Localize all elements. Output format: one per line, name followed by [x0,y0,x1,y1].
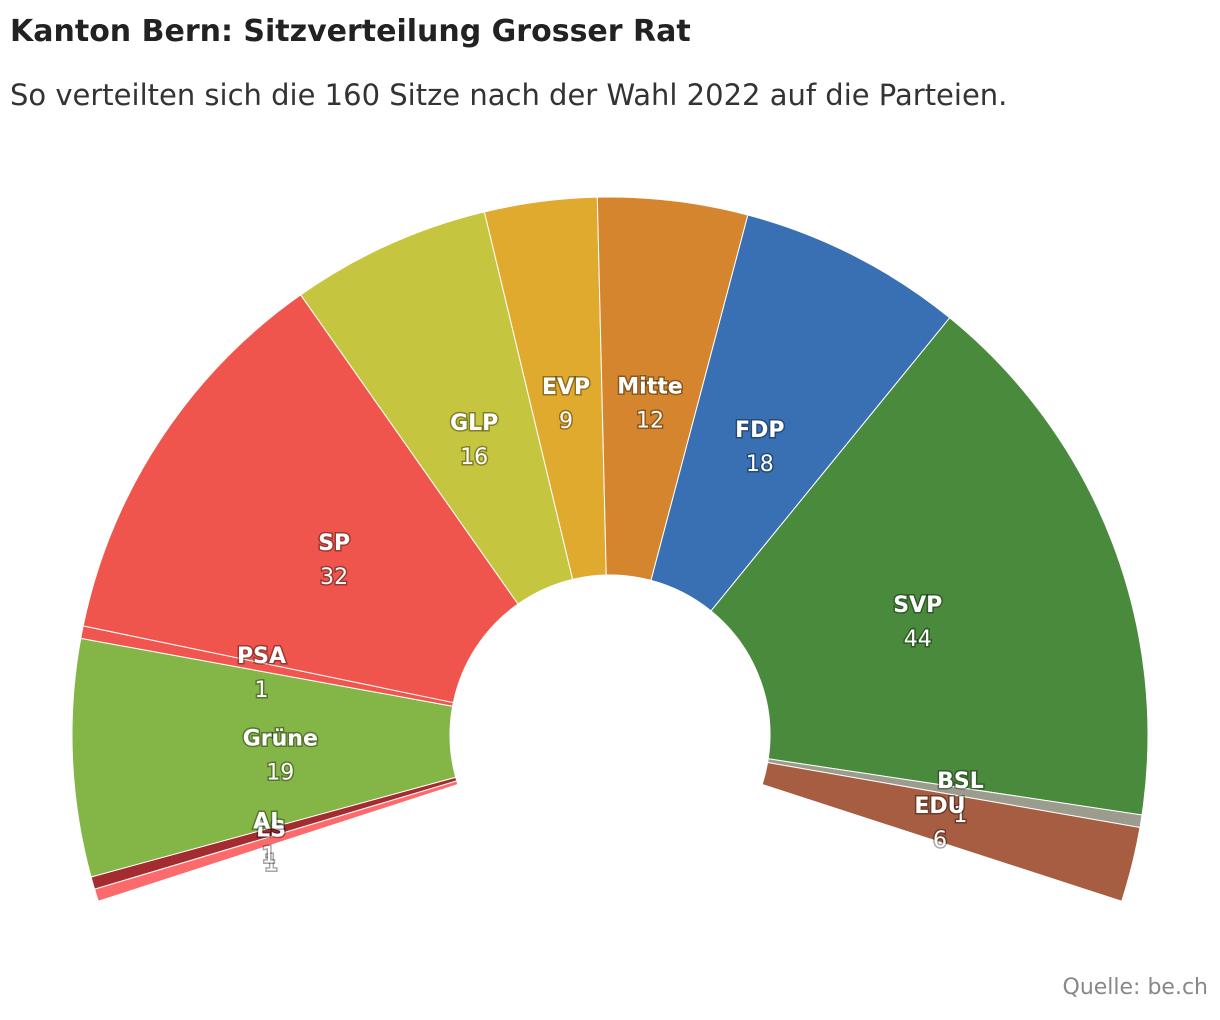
slice-label-al: AL [253,810,284,835]
slice-sp [82,294,519,704]
slice-label-gruene: Grüne [243,726,318,751]
slice-value-psa: 1 [255,678,269,703]
slice-value-ls: 1 [264,852,278,877]
slice-fdp [650,214,951,612]
chart-subtitle: So verteilten sich die 160 Sitze nach de… [10,78,1008,112]
slice-label-ls: LS [256,818,286,843]
slice-value-mitte: 12 [636,408,664,433]
slice-value-glp: 16 [460,445,488,470]
slice-label-sp: SP [318,531,350,556]
slice-gruene [71,637,457,878]
slice-label-edu: EDU [914,794,965,819]
slice-label-svp: SVP [893,593,942,618]
slice-label-fdp: FDP [735,418,784,443]
slice-label-psa: PSA [237,644,286,669]
slice-value-evp: 9 [559,409,573,434]
slice-glp [299,211,574,605]
slice-value-al: 1 [262,844,276,869]
chart-title: Kanton Bern: Sitzverteilung Grosser Rat [10,14,691,49]
slice-svp [710,317,1149,816]
slice-edu [761,761,1141,902]
slice-value-svp: 44 [904,627,932,652]
slice-value-fdp: 18 [746,452,774,477]
slice-label-bsl: BSL [937,769,984,794]
slice-value-bsl: 1 [953,803,967,828]
slice-value-edu: 6 [933,828,947,853]
slice-label-mitte: Mitte [617,374,682,399]
slice-value-gruene: 19 [266,760,294,785]
slice-value-sp: 32 [320,565,348,590]
slice-label-glp: GLP [450,411,498,436]
slice-label-evp: EVP [542,375,590,400]
source-note: Quelle: be.ch [1062,975,1209,1000]
